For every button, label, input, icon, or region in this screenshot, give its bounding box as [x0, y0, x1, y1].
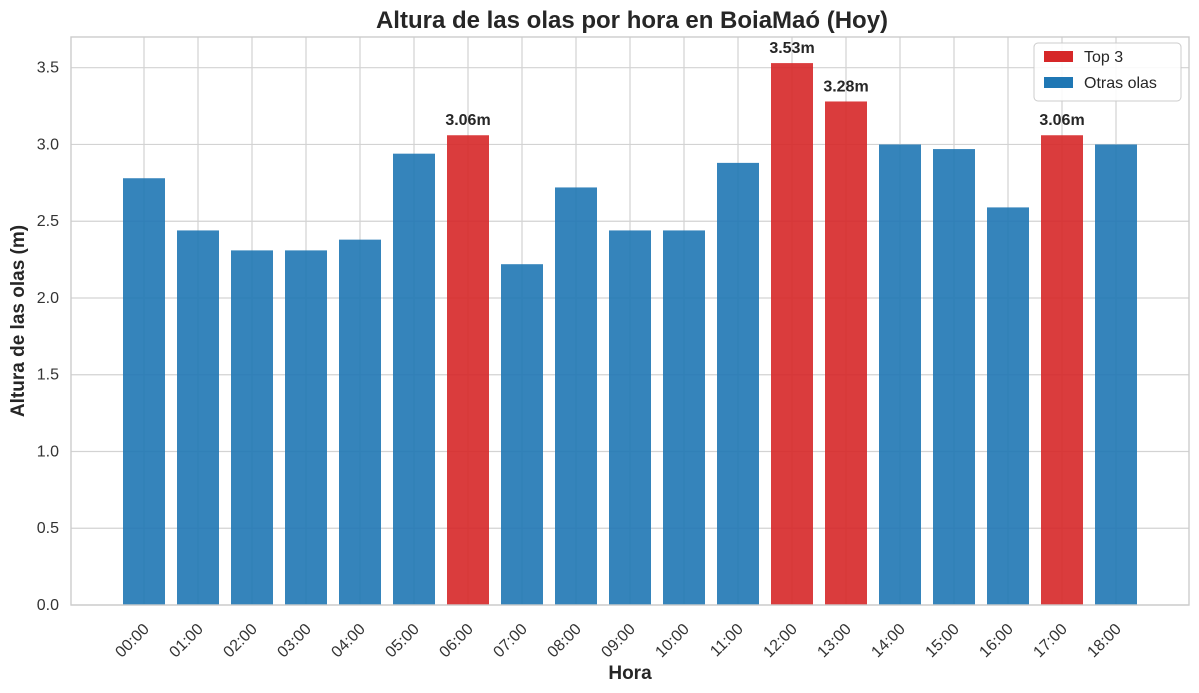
x-tick-label: 02:00 — [220, 621, 260, 661]
bar-value-label: 3.53m — [769, 40, 814, 57]
x-tick-label: 09:00 — [598, 621, 638, 661]
y-tick-label: 1.0 — [37, 443, 59, 460]
legend: Top 3 Otras olas — [1033, 42, 1182, 102]
plot-frame — [70, 36, 1190, 606]
bar — [987, 207, 1029, 605]
chart-title: Altura de las olas por hora en BoiaMaó (… — [376, 7, 888, 34]
x-tick-label: 00:00 — [112, 621, 152, 661]
bar — [933, 149, 975, 605]
x-tick-label: 17:00 — [1030, 621, 1070, 661]
x-tick-label: 11:00 — [707, 621, 747, 661]
legend-label-top3: Top 3 — [1084, 49, 1123, 66]
x-tick-label: 01:00 — [166, 621, 206, 661]
y-axis-label: Altura de las olas (m) — [8, 225, 29, 417]
y-tick-label: 2.5 — [37, 213, 59, 230]
bar — [663, 230, 705, 605]
y-tick-label: 0.0 — [37, 597, 59, 614]
bar — [339, 239, 381, 606]
bar — [609, 230, 651, 605]
bar — [231, 250, 273, 605]
bar-top3 — [1041, 135, 1083, 605]
legend-swatch-top3 — [1044, 51, 1073, 62]
x-tick-label: 15:00 — [922, 621, 962, 661]
bar — [393, 153, 435, 605]
bar-value-label: 3.06m — [445, 112, 490, 129]
legend-swatch-others — [1044, 77, 1073, 88]
bar-top3 — [825, 101, 867, 605]
x-tick-label: 18:00 — [1084, 621, 1124, 661]
y-tick-label: 2.0 — [37, 290, 59, 307]
x-tick-label: 03:00 — [274, 621, 314, 661]
x-axis-ticks: 00:00 01:00 02:00 03:00 04:00 05:00 06:00 07:00… — [112, 621, 1124, 661]
bar — [501, 264, 543, 605]
x-tick-label: 12:00 — [760, 621, 800, 661]
bar-top3 — [771, 63, 813, 606]
bar — [555, 187, 597, 605]
x-tick-label: 10:00 — [652, 621, 692, 661]
x-tick-label: 05:00 — [382, 621, 422, 661]
y-tick-label: 1.5 — [37, 367, 59, 384]
bar-value-label: 3.28m — [823, 78, 868, 95]
x-tick-label: 13:00 — [814, 621, 854, 661]
bar — [1095, 144, 1137, 605]
x-tick-label: 06:00 — [436, 621, 476, 661]
bar — [177, 230, 219, 605]
bars — [123, 63, 1137, 606]
y-axis-ticks: 0.0 0.5 1.0 1.5 2.0 2.5 3.0 3.5 — [37, 60, 59, 614]
x-tick-label: 07:00 — [490, 621, 530, 661]
x-axis-label: Hora — [608, 663, 652, 684]
x-tick-label: 04:00 — [328, 621, 368, 661]
y-tick-label: 3.0 — [37, 136, 59, 153]
bar — [879, 144, 921, 605]
bar-top3 — [447, 135, 489, 605]
bar — [123, 178, 165, 606]
data-labels: 3.06m 3.53m 3.28m 3.06m — [445, 40, 1084, 129]
x-tick-label: 16:00 — [976, 621, 1016, 661]
x-tick-label: 14:00 — [868, 621, 908, 661]
y-tick-label: 3.5 — [37, 60, 59, 77]
bar — [717, 162, 759, 605]
y-tick-label: 0.5 — [37, 520, 59, 537]
bar — [285, 250, 327, 605]
bar-value-label: 3.06m — [1039, 112, 1084, 129]
legend-label-others: Otras olas — [1084, 75, 1157, 92]
x-tick-label: 08:00 — [544, 621, 584, 661]
